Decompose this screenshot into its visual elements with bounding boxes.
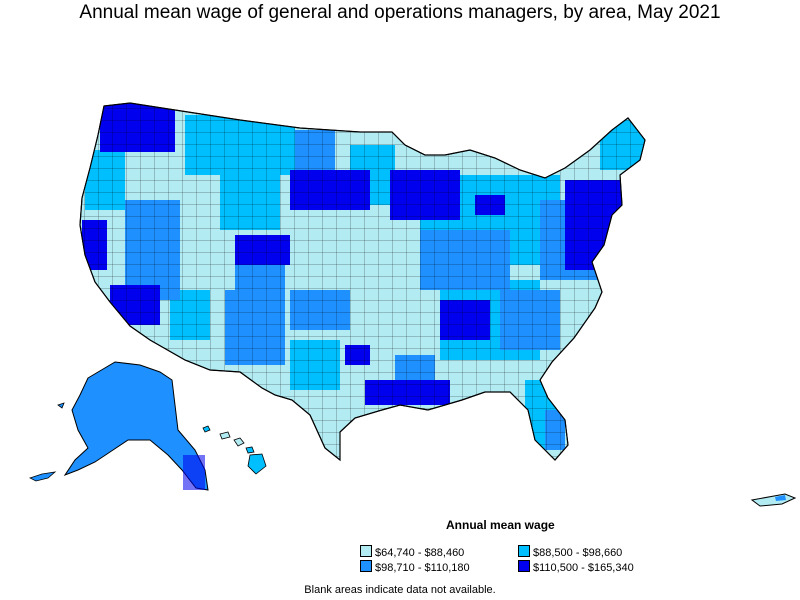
legend-item-4: $110,500 - $165,340	[518, 560, 634, 574]
legend-label-3: $98,710 - $110,180	[375, 562, 470, 574]
lower48-outline	[79, 102, 646, 462]
legend-swatch-3	[360, 560, 372, 572]
legend-item-1: $64,740 - $88,460	[360, 545, 464, 559]
alaska-southeast-panhandle	[183, 455, 205, 490]
legend-label-4: $110,500 - $165,340	[533, 562, 634, 574]
puerto-rico-metro	[775, 495, 786, 501]
footnote: Blank areas indicate data not available.	[304, 584, 496, 596]
legend-swatch-2	[518, 545, 530, 557]
map-title: Annual mean wage of general and operatio…	[79, 2, 721, 23]
puerto-rico	[750, 493, 797, 507]
legend-swatch-1	[360, 545, 372, 557]
legend-item-3: $98,710 - $110,180	[360, 560, 470, 574]
legend-swatch-4	[518, 560, 530, 572]
legend-label-2: $88,500 - $98,660	[533, 547, 623, 559]
legend-item-2: $88,500 - $98,660	[518, 545, 622, 559]
legend-label-1: $64,740 - $88,460	[375, 547, 465, 559]
legend-title: Annual mean wage	[446, 518, 555, 532]
alaska	[63, 361, 209, 491]
alaska-islands	[28, 402, 65, 482]
hawaii	[202, 425, 267, 475]
